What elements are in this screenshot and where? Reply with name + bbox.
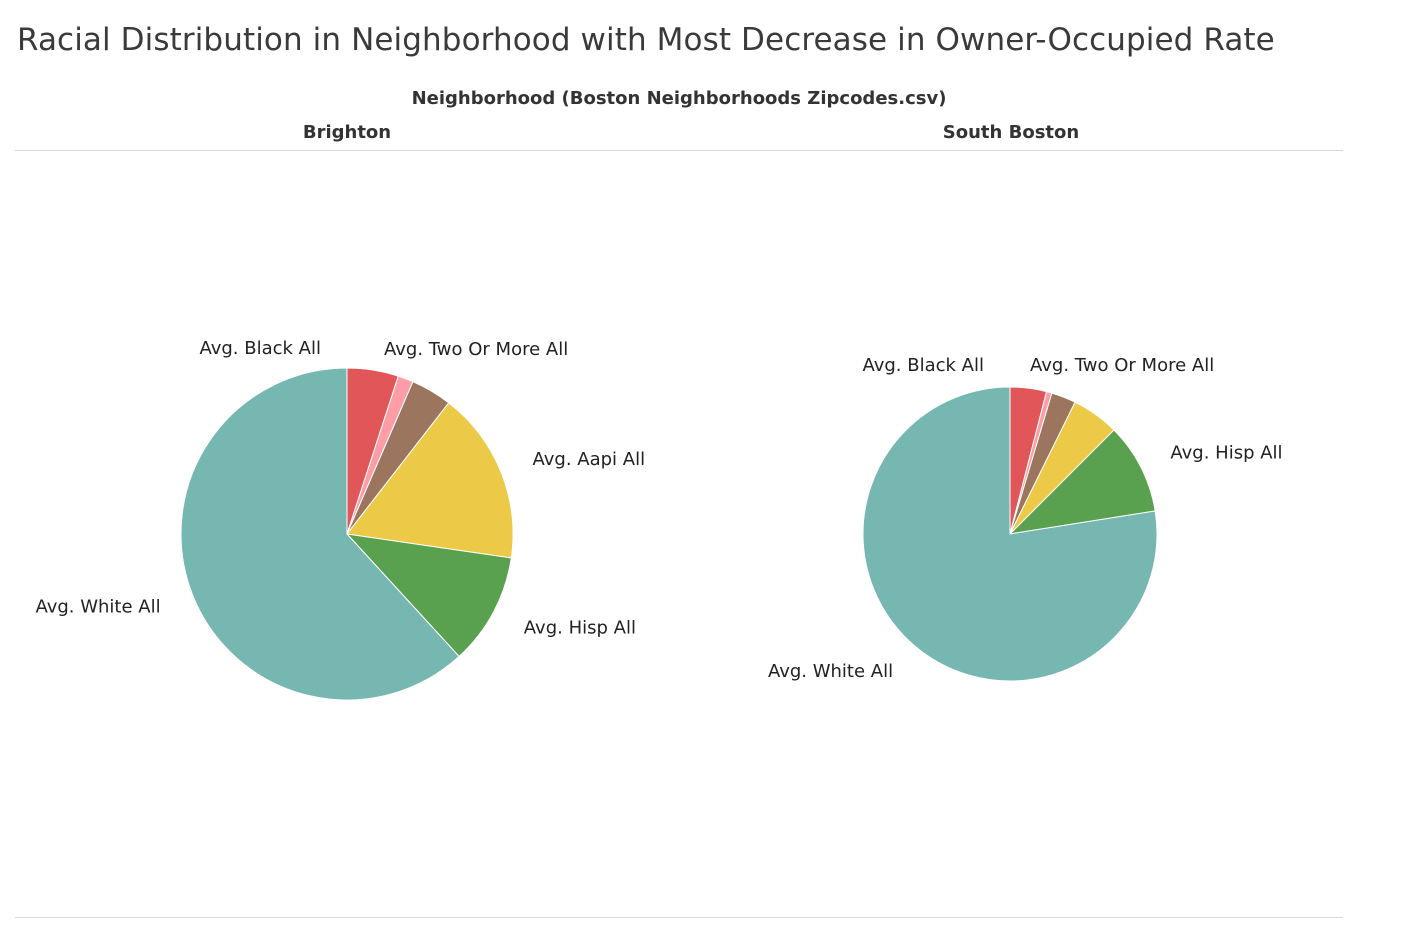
slice-label-brighton-avg-black-all: Avg. Black All [199,338,321,359]
slice-label-brighton-avg-two-or-more-all: Avg. Two Or More All [384,339,568,360]
header-divider [15,150,1343,151]
footer-divider [15,917,1343,918]
facet-header: Neighborhood (Boston Neighborhoods Zipco… [411,88,947,109]
pie-slice-brighton-avg-hisp-all[interactable] [345,533,512,658]
slice-label-south-boston-avg-hisp-all: Avg. Hisp All [1170,442,1282,463]
slice-label-south-boston-avg-black-all: Avg. Black All [862,355,984,376]
slice-label-south-boston-avg-white-all: Avg. White All [768,661,893,682]
pie-slice-brighton-avg-white-all[interactable] [180,367,460,701]
pie-slice-south-boston-avg-white-all[interactable] [862,386,1158,682]
slice-label-brighton-avg-white-all: Avg. White All [35,597,160,618]
panel-header-south-boston: South Boston [942,122,1080,143]
pie-slice-brighton-avg-aapi-all[interactable] [346,402,514,559]
panel-header-brighton: Brighton [302,122,392,143]
slice-label-brighton-avg-aapi-all: Avg. Aapi All [533,449,646,470]
pie-brighton: Avg. Black All Avg. Two Or More All Avg. A… [35,338,646,701]
pie-south-boston: Avg. Black All Avg. Two Or More All Avg. H… [768,355,1283,682]
chart-title: Racial Distribution in Neighborhood with… [17,22,1275,58]
slice-label-brighton-avg-hisp-all: Avg. Hisp All [524,618,636,639]
pie-slice-south-boston-avg-hisp-all[interactable] [1008,429,1156,535]
slice-label-south-boston-avg-two-or-more-all: Avg. Two Or More All [1030,355,1214,376]
